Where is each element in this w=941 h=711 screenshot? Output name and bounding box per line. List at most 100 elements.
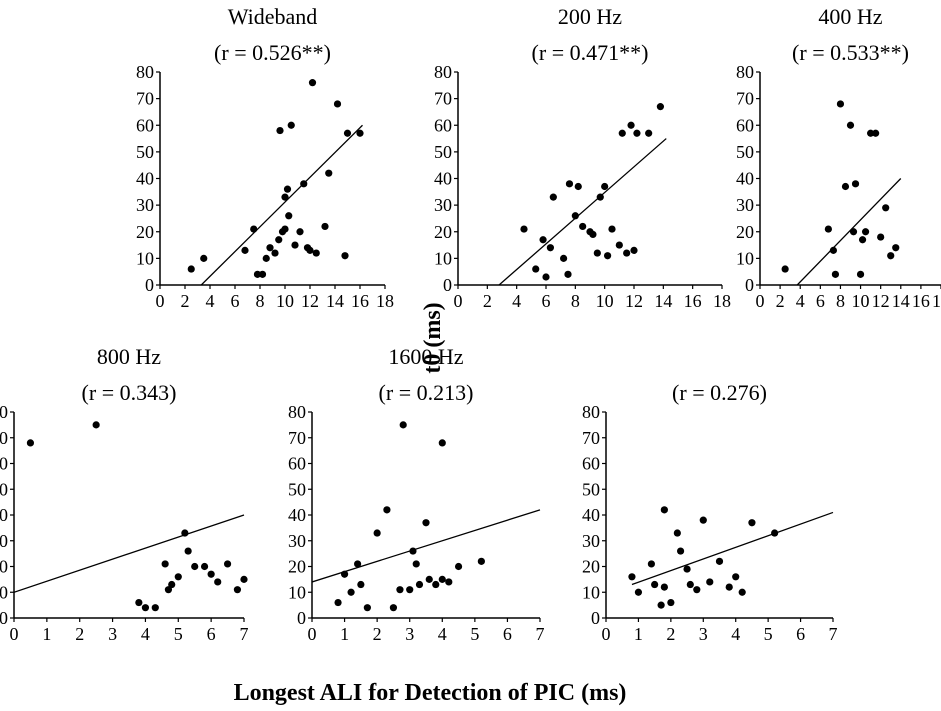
data-point (425, 575, 433, 583)
data-point (660, 506, 668, 514)
data-point (164, 586, 173, 594)
data-point (291, 241, 299, 249)
data-point (836, 100, 845, 108)
x-tick-label: 7 (536, 624, 545, 644)
panel-r-value: (r = 0.276) (672, 380, 767, 405)
data-point (634, 588, 643, 596)
y-tick-label: 70 (736, 89, 754, 109)
x-tick-label: 16 (684, 291, 702, 311)
data-point (409, 547, 417, 555)
data-point (686, 580, 694, 589)
x-tick-label: 7 (829, 624, 838, 644)
x-tick-label: 7 (240, 624, 249, 644)
data-point (432, 580, 440, 589)
y-tick-label: 20 (434, 222, 452, 242)
x-tick-label: 8 (836, 291, 845, 311)
data-point (841, 182, 850, 191)
y-tick-label: 0 (0, 608, 8, 628)
y-tick-label: 80 (288, 402, 306, 422)
data-point (26, 439, 35, 447)
data-point (630, 246, 638, 254)
data-point (406, 586, 414, 594)
x-tick-label: 6 (542, 291, 551, 311)
data-point (542, 273, 550, 281)
x-tick-label: 1 (634, 624, 643, 644)
data-point (539, 236, 547, 244)
panel-r-value: (r = 0.526**) (214, 40, 331, 65)
x-tick-label: 12 (625, 291, 643, 311)
y-tick-label: 0 (145, 275, 154, 295)
x-tick-label: 1 (340, 624, 349, 644)
x-tick-label: 10 (852, 291, 870, 311)
data-point (240, 575, 248, 583)
data-point (233, 586, 242, 594)
y-tick-label: 50 (0, 479, 8, 499)
data-points (26, 421, 248, 612)
y-tick-label: 80 (736, 62, 754, 82)
data-point (627, 121, 635, 129)
data-point (861, 228, 870, 236)
x-tick-label: 5 (174, 624, 183, 644)
data-point (281, 193, 289, 201)
data-point (565, 180, 574, 188)
x-tick-label: 2 (666, 624, 675, 644)
data-point (312, 249, 320, 257)
data-point (477, 557, 485, 565)
data-point (271, 249, 279, 257)
y-tick-label: 80 (136, 62, 154, 82)
data-point (141, 604, 150, 612)
scatter-panel-3: 01020304050607080024681012141618400 Hz(r… (736, 4, 941, 311)
data-point (699, 516, 707, 524)
data-point (748, 519, 756, 527)
data-point (333, 100, 342, 108)
data-point (532, 265, 540, 273)
data-point (892, 244, 900, 252)
data-point (250, 225, 258, 233)
y-tick-label: 10 (582, 582, 600, 602)
data-point (396, 586, 404, 594)
data-points (187, 79, 364, 278)
data-point (258, 270, 267, 278)
data-point (738, 588, 746, 596)
x-tick-label: 0 (454, 291, 463, 311)
x-tick-label: 4 (512, 291, 521, 311)
data-point (306, 246, 314, 254)
data-point (651, 580, 659, 589)
data-point (560, 254, 568, 262)
x-tick-label: 12 (872, 291, 890, 311)
x-tick-label: 0 (756, 291, 765, 311)
y-tick-label: 30 (0, 531, 8, 551)
x-tick-label: 2 (776, 291, 785, 311)
data-point (241, 246, 249, 254)
data-point (357, 580, 365, 589)
data-point (683, 565, 691, 573)
data-point (389, 604, 398, 612)
regression-line (312, 509, 541, 583)
data-points (628, 506, 779, 609)
data-point (343, 129, 352, 137)
data-point (781, 265, 789, 273)
data-point (321, 222, 329, 231)
data-point (647, 560, 656, 568)
x-tick-label: 8 (571, 291, 580, 311)
y-tick-label: 30 (136, 195, 154, 215)
data-point (363, 604, 371, 612)
y-tick-label: 40 (434, 169, 452, 189)
x-tick-label: 16 (351, 291, 369, 311)
x-tick-label: 6 (231, 291, 240, 311)
data-point (732, 573, 740, 581)
data-points (520, 103, 665, 281)
y-tick-label: 20 (136, 222, 154, 242)
data-point (168, 580, 176, 589)
data-point (608, 225, 616, 233)
data-point (667, 598, 675, 607)
x-tick-label: 18 (932, 291, 941, 311)
scatter-panel-4: 0 10 20 30 40 50 60 70 80 0 1 2 3 4 5 6 7 800 Hz (r = 0.34… (0, 344, 249, 644)
x-tick-label: 1 (42, 624, 51, 644)
panel-r-value: (r = 0.213) (379, 380, 474, 405)
regression-line (14, 514, 245, 593)
data-point (574, 182, 582, 191)
data-point (214, 578, 222, 586)
